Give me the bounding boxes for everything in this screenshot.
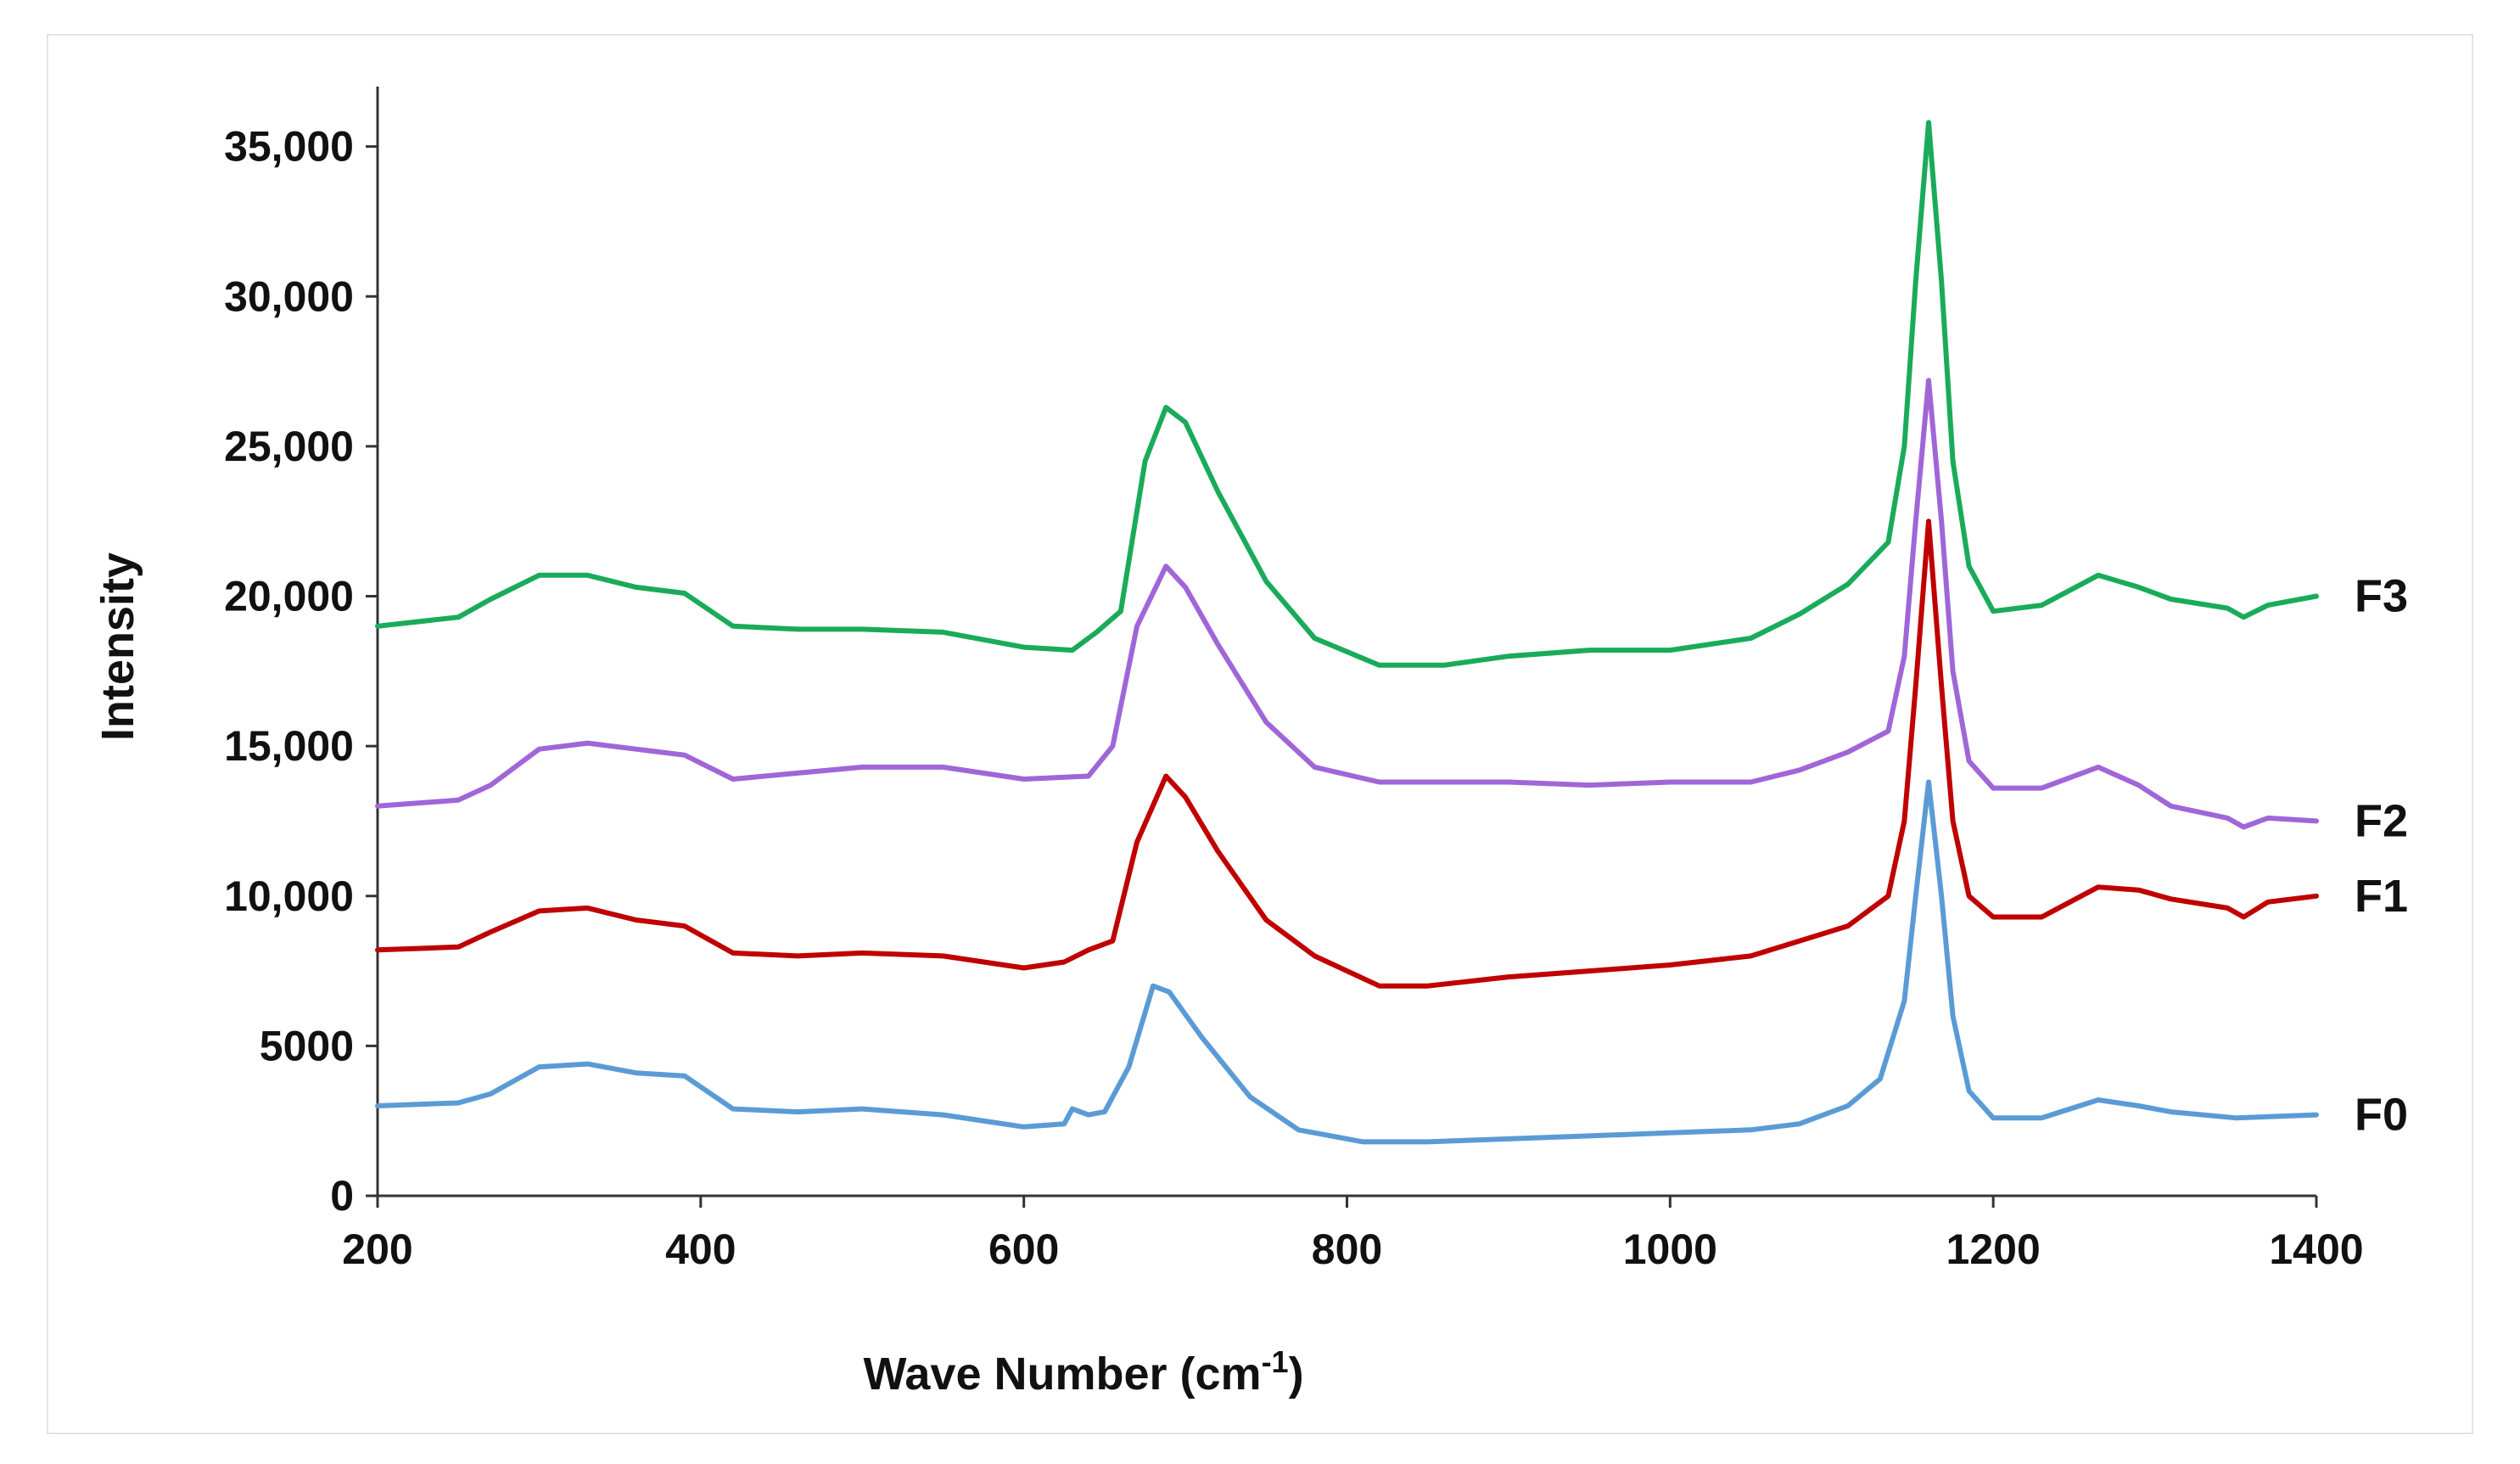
x-tick-label: 1000 — [1623, 1226, 1717, 1273]
y-tick-label: 15,000 — [224, 722, 354, 770]
series-line-f1 — [375, 519, 2319, 989]
y-tick-label: 25,000 — [224, 423, 354, 470]
x-axis-title-close: ) — [1289, 1349, 1304, 1399]
series-label-f3: F3 — [2355, 571, 2408, 622]
y-tick-label: 35,000 — [224, 123, 354, 171]
axes — [366, 87, 2318, 1208]
y-tick-label: 5000 — [260, 1022, 354, 1069]
x-tick-label: 200 — [342, 1226, 412, 1273]
y-tick-label: 10,000 — [224, 872, 354, 920]
x-axis-title-main: Wave Number (cm — [863, 1349, 1261, 1399]
series-label-f1: F1 — [2355, 871, 2408, 922]
series-line-f3 — [375, 120, 2319, 668]
x-axis-title-superscript: -1 — [1262, 1344, 1289, 1379]
series-layer: F0 F1 F2 F3 — [375, 120, 2408, 1145]
y-tick-label: 20,000 — [224, 573, 354, 620]
x-tick-label: 600 — [988, 1226, 1059, 1273]
raman-spectra-chart: F0 F1 F2 F3 0 5000 10,000 15,000 20,000 25,000 30… — [92, 87, 2408, 1399]
x-tick-label: 1200 — [1946, 1226, 2041, 1273]
y-tick-label: 0 — [330, 1172, 354, 1220]
x-tick-label: 400 — [665, 1226, 736, 1273]
series-label-f2: F2 — [2355, 795, 2408, 846]
series-label-f0: F0 — [2355, 1090, 2408, 1141]
x-tick-label: 800 — [1312, 1226, 1382, 1273]
chart-frame: F0 F1 F2 F3 0 5000 10,000 15,000 20,000 25,000 30… — [47, 34, 2473, 1434]
series-line-f0 — [375, 779, 2319, 1145]
y-axis-title: Intensity — [92, 553, 143, 741]
tick-labels: 0 5000 10,000 15,000 20,000 25,000 30,000 35,00… — [224, 123, 2364, 1273]
x-axis-title: Wave Number (cm-1) — [863, 1344, 1303, 1399]
x-tick-label: 1400 — [2269, 1226, 2363, 1273]
y-tick-label: 30,000 — [224, 272, 354, 320]
series-line-f2 — [375, 378, 2319, 830]
